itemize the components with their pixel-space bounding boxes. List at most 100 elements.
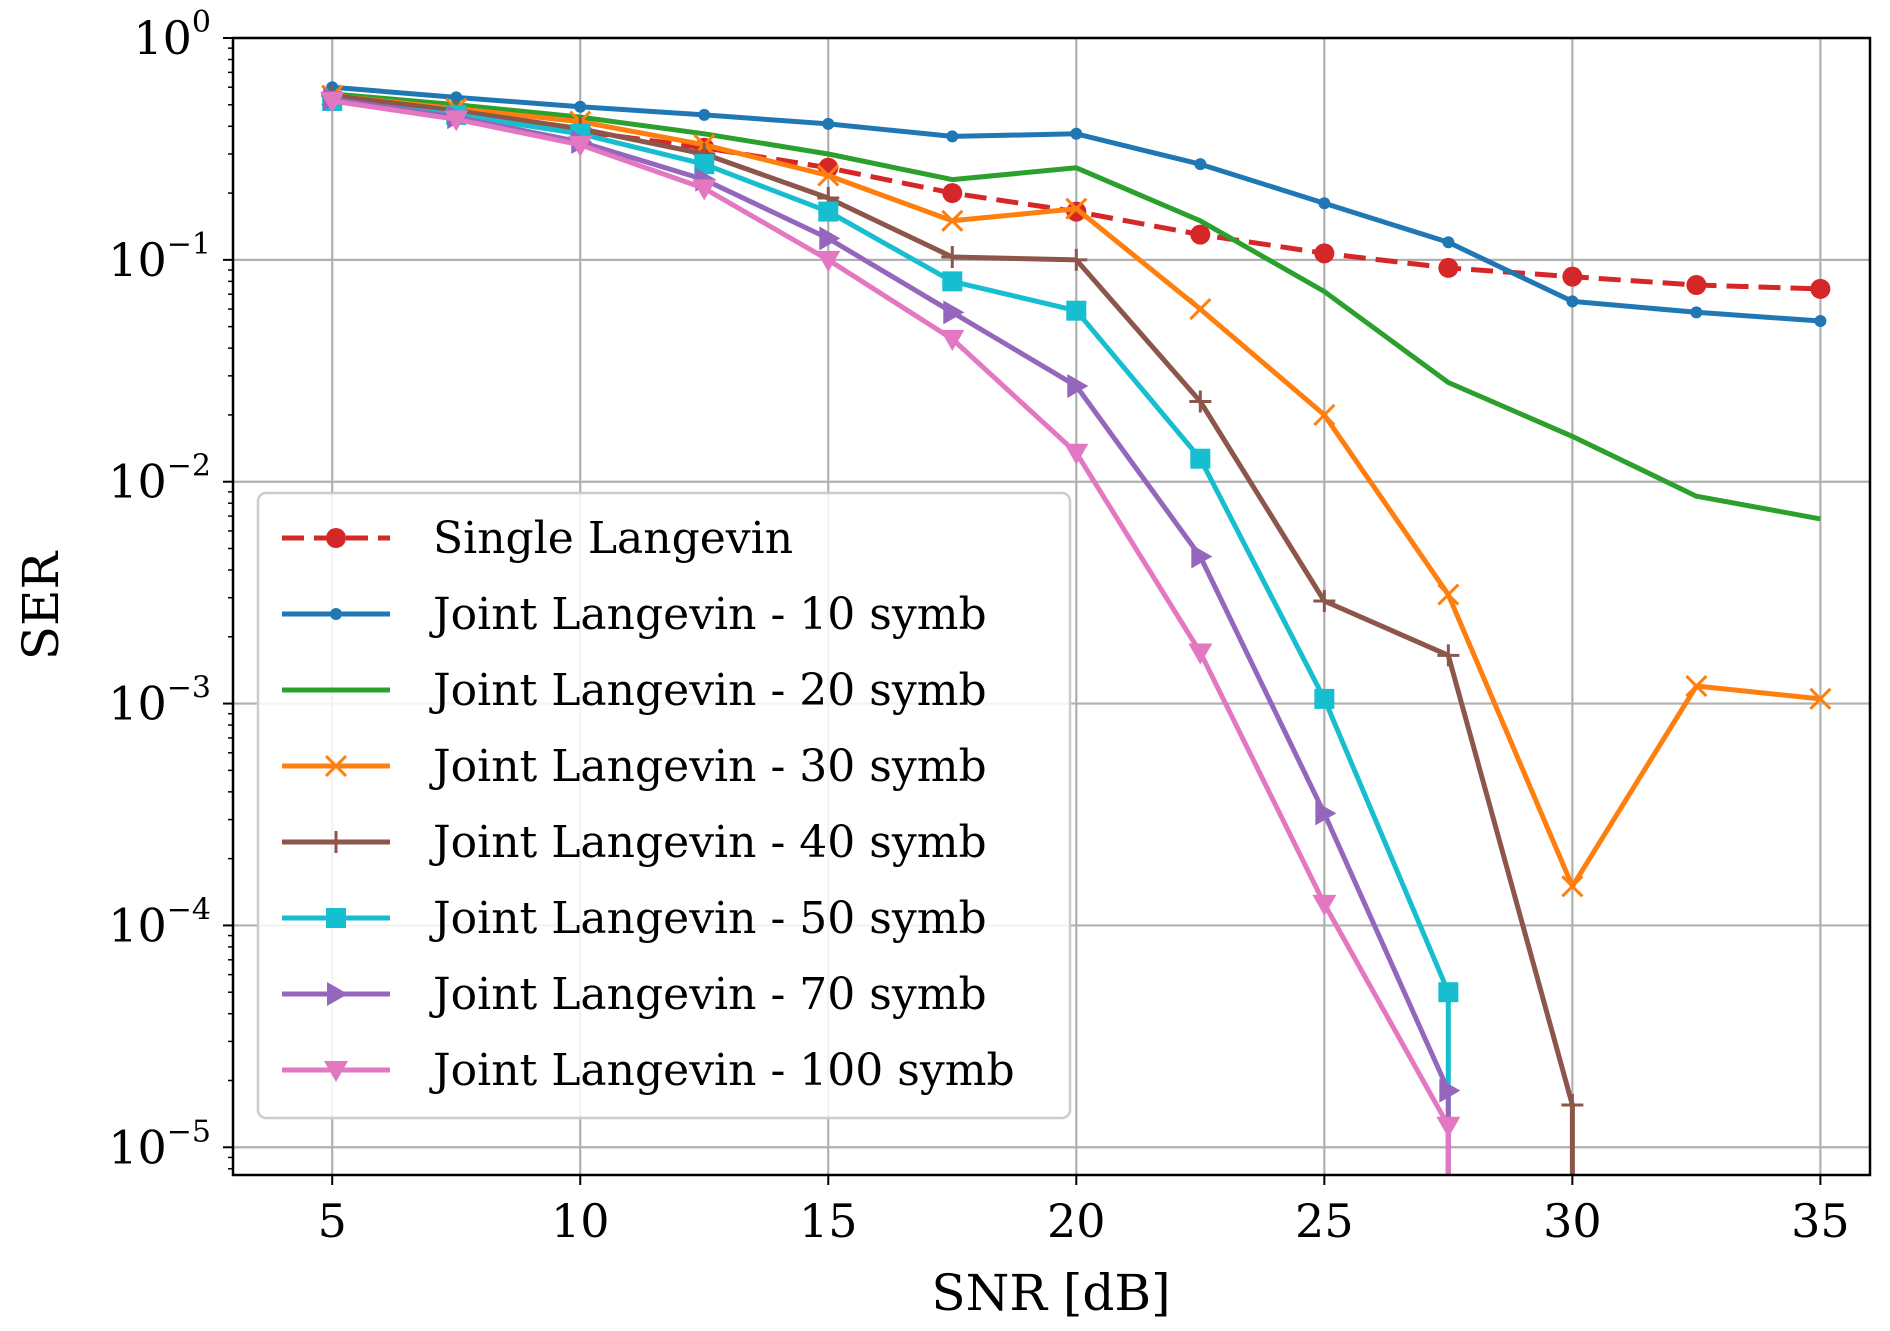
- data-point: [1438, 257, 1459, 278]
- data-point: [568, 135, 593, 157]
- data-point: [942, 183, 963, 204]
- legend-label: Joint Langevin - 100 symb: [429, 1045, 1015, 1096]
- legend-marker: [330, 608, 342, 620]
- data-point: [818, 201, 839, 222]
- data-point: [941, 246, 964, 269]
- legend-marker: [324, 754, 348, 778]
- x-tick-label: 30: [1543, 1194, 1602, 1248]
- data-point: [1314, 688, 1335, 709]
- x-tick-label: 20: [1047, 1194, 1106, 1248]
- data-point: [444, 110, 469, 132]
- data-point: [822, 117, 835, 130]
- legend-marker: [327, 982, 348, 1006]
- data-point: [574, 100, 587, 113]
- x-tick-label: 25: [1295, 1194, 1354, 1248]
- plot-frame: [231, 36, 1872, 1177]
- y-tick-exponent: −3: [167, 671, 211, 706]
- data-point: [1436, 1116, 1461, 1138]
- data-point: [1439, 1078, 1461, 1103]
- data-point: [1067, 374, 1089, 399]
- y-tick-exponent: −4: [167, 892, 211, 927]
- data-point: [1064, 443, 1089, 465]
- data-point: [1065, 248, 1088, 271]
- data-point: [1566, 295, 1579, 308]
- legend-item: Joint Langevin - 70 symb: [282, 969, 987, 1020]
- legend-label: Joint Langevin - 70 symb: [429, 969, 987, 1020]
- data-point: [1318, 197, 1331, 210]
- data-point: [942, 271, 963, 292]
- data-point: [1685, 674, 1708, 698]
- legend-label: Joint Langevin - 20 symb: [429, 665, 987, 716]
- legend-item: Joint Langevin - 20 symb: [282, 665, 987, 716]
- x-axis-label: SNR [dB]: [931, 1264, 1170, 1322]
- y-tick-base: 10: [108, 233, 167, 287]
- legend-item: Joint Langevin - 30 symb: [282, 741, 987, 792]
- series-8: [320, 92, 1461, 1175]
- legend-marker: [325, 831, 347, 853]
- data-point: [1190, 448, 1211, 469]
- legend-item: Joint Langevin - 100 symb: [282, 1045, 1015, 1096]
- legend-item: Single Langevin: [282, 513, 793, 564]
- y-tick-exponent: 0: [192, 5, 211, 40]
- y-tick-label: 10−5: [108, 1114, 211, 1174]
- legend-marker: [324, 1061, 348, 1082]
- data-point: [1814, 315, 1827, 328]
- y-tick-base: 10: [108, 677, 167, 731]
- series-line: [331, 93, 1575, 1175]
- y-tick-label: 10−4: [108, 892, 211, 952]
- data-point: [698, 108, 711, 121]
- y-tick-base: 10: [133, 11, 192, 65]
- y-tick-label: 10−1: [108, 227, 211, 287]
- legend-item: Joint Langevin - 40 symb: [282, 817, 987, 868]
- series-layer: [320, 81, 1832, 1175]
- y-tick-label: 100: [133, 5, 211, 65]
- data-point: [1312, 894, 1337, 916]
- legend-box: [256, 491, 1072, 1120]
- data-point: [1189, 298, 1212, 321]
- x-tick-label: 10: [551, 1194, 610, 1248]
- legend-label: Joint Langevin - 30 symb: [429, 741, 987, 792]
- y-axis-label: SER: [12, 550, 70, 660]
- data-point: [943, 300, 965, 325]
- y-tick-exponent: −2: [167, 449, 211, 484]
- data-point: [1437, 583, 1460, 606]
- data-point: [941, 209, 964, 232]
- legend-item: Joint Langevin - 50 symb: [282, 893, 987, 944]
- data-point: [1188, 643, 1213, 665]
- data-point: [1561, 875, 1584, 898]
- data-point: [1190, 224, 1211, 245]
- y-tick-exponent: −1: [167, 227, 211, 262]
- data-point: [1809, 687, 1832, 710]
- legend-label: Joint Langevin - 50 symb: [429, 893, 987, 944]
- data-point: [1561, 1094, 1584, 1117]
- data-point: [1066, 300, 1087, 321]
- legend-marker: [326, 528, 346, 548]
- legend-item: Joint Langevin - 10 symb: [282, 589, 987, 640]
- legend-marker: [326, 908, 346, 928]
- y-tick-base: 10: [108, 455, 167, 509]
- data-point: [817, 164, 840, 187]
- data-point: [819, 226, 841, 251]
- data-point: [320, 92, 345, 114]
- legend-label: Joint Langevin - 10 symb: [429, 589, 987, 640]
- series-2: [326, 81, 1827, 328]
- data-point: [940, 329, 965, 351]
- data-point: [1315, 801, 1337, 826]
- y-tick-label: 10−2: [108, 449, 211, 509]
- y-tick-base: 10: [108, 1120, 167, 1174]
- data-point: [1313, 589, 1336, 612]
- data-point: [1070, 127, 1083, 140]
- data-point: [1065, 197, 1088, 220]
- data-point: [1437, 644, 1460, 667]
- x-tick-label: 15: [799, 1194, 858, 1248]
- data-point: [946, 130, 959, 143]
- data-point: [1442, 236, 1455, 249]
- x-tick-label: 5: [318, 1194, 347, 1248]
- data-point: [1562, 266, 1583, 287]
- legend-label: Single Langevin: [433, 513, 793, 564]
- data-point: [1313, 403, 1336, 426]
- y-tick-label: 10−3: [108, 671, 211, 731]
- x-tick-label: 35: [1791, 1194, 1850, 1248]
- data-point: [1438, 982, 1459, 1003]
